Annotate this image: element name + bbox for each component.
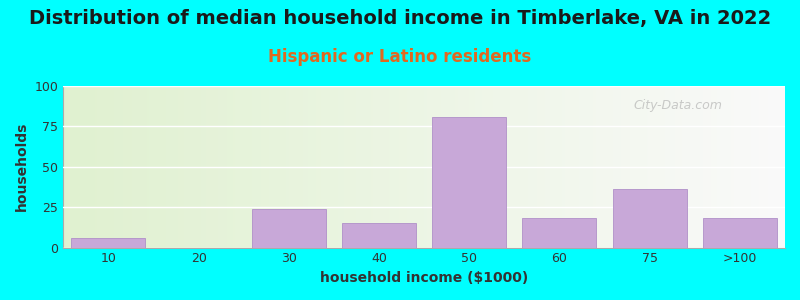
Bar xyxy=(252,209,326,248)
Text: Distribution of median household income in Timberlake, VA in 2022: Distribution of median household income … xyxy=(29,9,771,28)
X-axis label: household income ($1000): household income ($1000) xyxy=(320,271,528,285)
Bar xyxy=(71,238,146,247)
Text: Hispanic or Latino residents: Hispanic or Latino residents xyxy=(268,48,532,66)
Y-axis label: households: households xyxy=(15,122,29,212)
Bar xyxy=(522,218,597,248)
Bar xyxy=(703,218,777,248)
Bar xyxy=(342,223,416,247)
Bar xyxy=(613,189,686,248)
Text: City-Data.com: City-Data.com xyxy=(634,99,722,112)
Bar xyxy=(432,117,506,248)
